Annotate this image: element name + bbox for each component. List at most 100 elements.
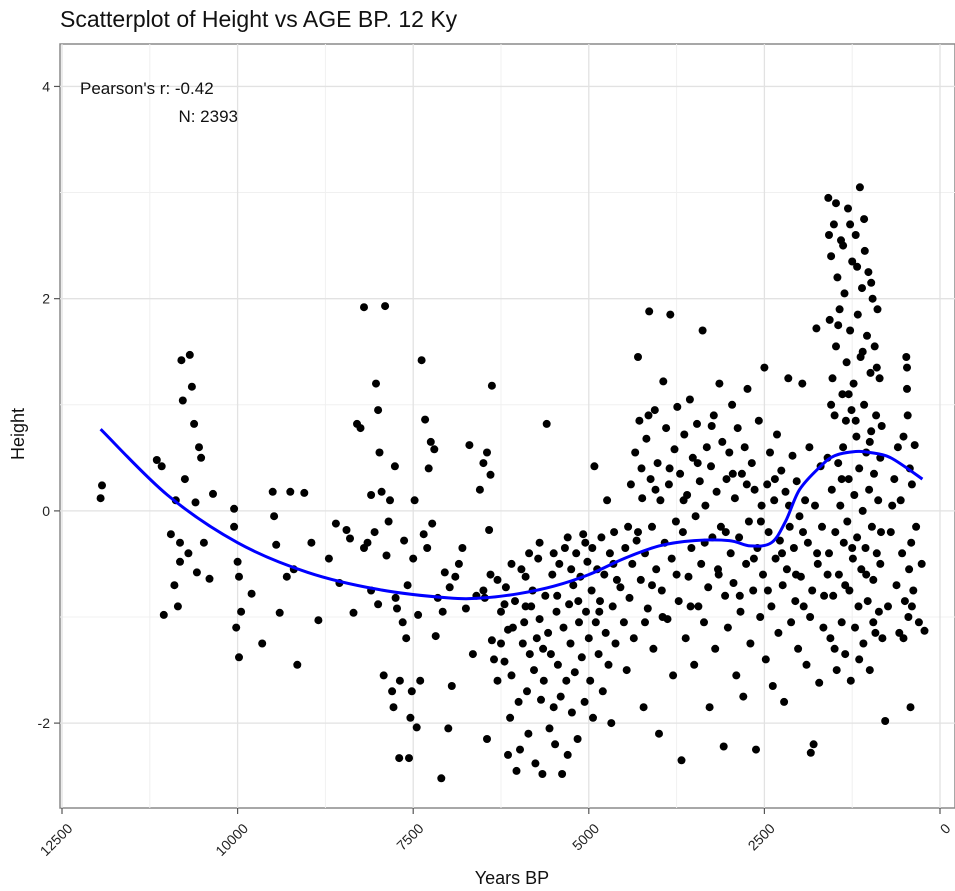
data-point (698, 326, 707, 335)
data-point (235, 653, 243, 662)
data-point (431, 632, 440, 641)
data-point (784, 374, 793, 383)
data-point (430, 445, 439, 454)
trend-line (99, 428, 924, 601)
data-point (360, 303, 368, 312)
data-point (560, 544, 569, 552)
data-point (860, 246, 869, 255)
data-point (899, 432, 908, 441)
data-point (737, 469, 746, 478)
data-point (421, 415, 430, 424)
data-point (826, 634, 835, 643)
data-point (707, 422, 716, 430)
data-point (539, 676, 548, 685)
data-point (539, 644, 548, 653)
data-point (638, 494, 647, 503)
data-point (834, 570, 843, 579)
data-point (735, 591, 744, 600)
data-point (721, 528, 730, 537)
data-point (782, 565, 791, 574)
data-point (643, 604, 652, 613)
data-point (437, 774, 446, 783)
data-point (567, 565, 576, 574)
data-point (541, 591, 550, 600)
data-point (648, 581, 656, 590)
data-point (715, 379, 724, 388)
data-point (827, 400, 836, 409)
data-point (648, 522, 656, 531)
data-point (872, 411, 881, 420)
data-point (552, 607, 561, 616)
data-point (728, 400, 737, 409)
data-point (874, 607, 883, 616)
data-point (759, 570, 767, 579)
data-point (232, 623, 241, 632)
data-point (757, 501, 766, 510)
data-point (607, 719, 616, 728)
data-point (907, 602, 916, 611)
data-point (679, 496, 688, 505)
data-point (827, 485, 836, 494)
data-point (806, 613, 815, 621)
data-point (516, 745, 524, 754)
data-point (531, 759, 540, 768)
data-point (877, 422, 886, 430)
data-point (875, 374, 884, 383)
data-point (634, 528, 642, 537)
data-point (525, 549, 534, 558)
data-point (586, 676, 595, 685)
data-point (566, 639, 575, 648)
data-point (372, 379, 380, 388)
data-point (770, 496, 779, 505)
data-point (665, 464, 674, 473)
data-point (672, 570, 681, 579)
data-point (619, 618, 628, 627)
data-point (866, 368, 875, 377)
data-point (830, 411, 839, 420)
data-point (342, 526, 351, 534)
data-point (416, 676, 425, 685)
data-point (451, 572, 460, 581)
data-point (596, 597, 604, 606)
data-points (96, 183, 929, 783)
data-point (674, 597, 683, 606)
data-point (589, 713, 597, 722)
data-point (808, 586, 817, 595)
data-point (197, 453, 206, 462)
data-point (440, 568, 449, 577)
data-point (853, 310, 862, 319)
data-point (844, 390, 853, 399)
data-point (391, 593, 400, 602)
data-point (569, 581, 578, 590)
data-point (870, 469, 878, 478)
data-point (818, 522, 826, 531)
data-point (159, 610, 168, 619)
data-point (858, 506, 867, 515)
data-point (580, 697, 589, 706)
data-point (854, 602, 863, 611)
data-point (641, 618, 649, 627)
data-point (377, 487, 386, 496)
data-point (558, 770, 567, 778)
data-point (645, 307, 654, 316)
data-point (191, 498, 200, 507)
data-point (774, 628, 783, 637)
data-point (839, 241, 848, 250)
data-point (653, 459, 662, 468)
data-point (548, 570, 557, 579)
data-point (500, 657, 509, 666)
data-point (176, 538, 184, 547)
data-point (742, 559, 751, 568)
data-point (631, 448, 640, 457)
data-point (180, 475, 189, 484)
data-point (657, 586, 666, 595)
data-point (844, 475, 853, 484)
data-point (444, 724, 453, 733)
data-point (865, 437, 874, 446)
data-point (500, 600, 509, 609)
data-point (853, 262, 862, 271)
data-point (676, 469, 685, 478)
data-point (563, 533, 572, 542)
data-point (690, 660, 699, 669)
data-point (555, 559, 564, 568)
